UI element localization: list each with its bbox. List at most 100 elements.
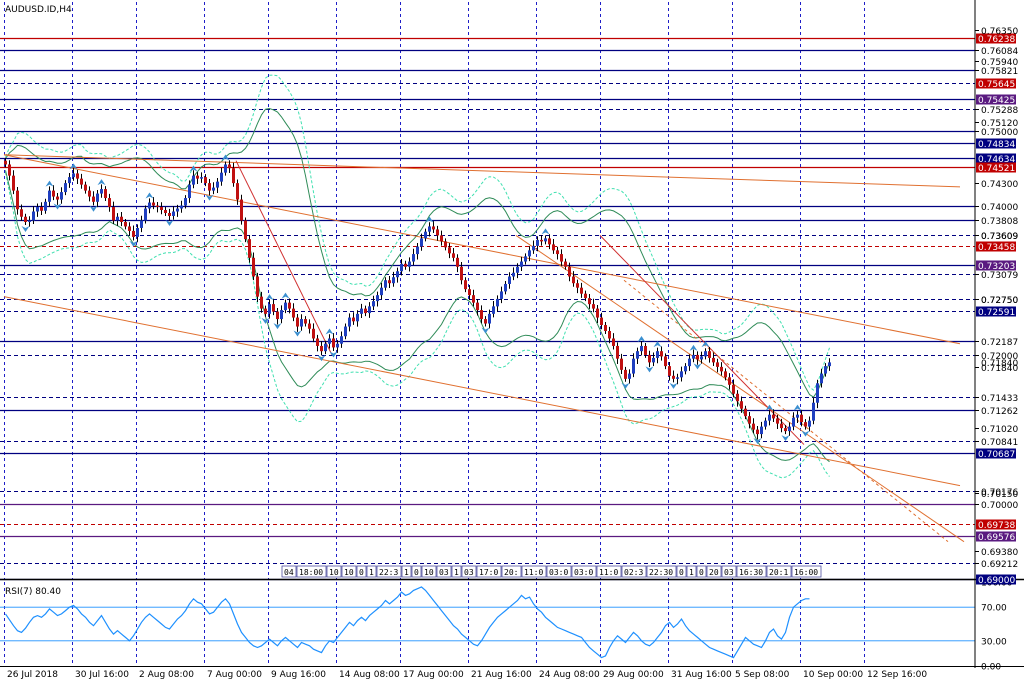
period-label-box (546, 565, 572, 578)
candle-body (200, 177, 203, 179)
period-label: 11:0 (599, 568, 618, 577)
candle-body (784, 428, 787, 432)
level-price-label: 0.76084 (981, 47, 1018, 57)
fractal-up (325, 328, 334, 335)
candle-body (276, 311, 279, 320)
candle-body (752, 423, 755, 430)
candle-body (320, 345, 323, 352)
candle-body (84, 184, 87, 191)
candle-body (308, 323, 311, 329)
candle-body (120, 216, 123, 222)
candle-body (556, 250, 559, 255)
candle-body (356, 313, 359, 322)
fractal-down (21, 225, 30, 232)
candle-body (580, 287, 583, 294)
candle-body (352, 317, 355, 322)
level-badge (976, 574, 1016, 585)
trendline (3, 154, 961, 345)
candle-body (748, 416, 751, 424)
candle-body (800, 414, 803, 423)
candle-body (456, 257, 459, 267)
rsi-line (5, 586, 810, 659)
axis-tick-label: 0.69380 (981, 548, 1018, 558)
level-price-label: 0.70176 (981, 488, 1018, 498)
period-label-box (646, 565, 677, 578)
candle-body (360, 308, 363, 314)
period-label: 02:3 (624, 568, 643, 577)
candle-body (740, 401, 743, 409)
candle-body (776, 418, 779, 424)
grid (4, 2, 865, 666)
candle-body (464, 280, 467, 290)
candle-body (772, 414, 775, 419)
fractal-down (693, 363, 702, 370)
candle-body (388, 280, 391, 284)
period-label-bar: 04 18:00 10 10 0 1 22:3 1 0 10 03 1 03 17:0 20: 11:0 03:… (281, 565, 822, 578)
fractal-down (801, 430, 810, 437)
candle-body (716, 362, 719, 367)
candle-body (424, 231, 427, 239)
level-price-label: 0.70687 (978, 450, 1015, 460)
candle-body (576, 283, 579, 288)
fractal-up (45, 180, 54, 187)
candle-body (48, 190, 51, 202)
candle-body (256, 276, 259, 297)
level-badge (976, 448, 1016, 459)
candle-body (432, 226, 435, 230)
candle-body (796, 414, 799, 418)
level-price-label: 0.75000 (981, 128, 1018, 138)
candle-body (808, 420, 811, 427)
candle-body (696, 354, 699, 360)
period-label: 20 (709, 568, 719, 577)
period-label: 1 (689, 568, 694, 577)
candle-body (396, 271, 399, 278)
candle-body (32, 211, 35, 221)
candle-body (744, 408, 747, 417)
candle-body (604, 325, 607, 332)
candle-body (248, 239, 251, 258)
candle-body (272, 304, 275, 312)
candle-body (140, 220, 143, 228)
date-label: 10 Sep 00:00 (803, 670, 863, 680)
period-label: 0 (679, 568, 684, 577)
level-price-label: 0.76238 (978, 35, 1015, 45)
candle-body (264, 308, 267, 314)
level-price-label: 0.71433 (981, 394, 1018, 404)
candle-body (92, 196, 95, 202)
period-label-box (791, 565, 822, 578)
candle-body (688, 358, 691, 367)
candle-body (552, 244, 555, 251)
period-label-box (376, 565, 402, 578)
period-label: 10 (344, 568, 354, 577)
period-label-box (476, 565, 502, 578)
period-label: 1 (404, 568, 409, 577)
period-label: 22:3 (379, 568, 398, 577)
level-price-label: 0.75425 (978, 96, 1015, 106)
candle-body (656, 351, 659, 358)
candle-body (224, 164, 227, 173)
candle-body (24, 216, 27, 222)
level-badge (976, 306, 1016, 317)
candle-body (304, 319, 307, 324)
chart-title: AUDUSD.ID,H4 (5, 5, 72, 15)
fractal-up (637, 335, 646, 342)
candle-body (756, 429, 759, 435)
fractal-up (425, 216, 434, 223)
date-label: 26 Jul 2018 (7, 670, 58, 680)
candle-body (468, 289, 471, 296)
candle-body (640, 345, 643, 352)
period-label: 18:00 (299, 568, 323, 577)
candle-body (620, 358, 623, 370)
candle-body (680, 371, 683, 378)
candle-body (628, 373, 631, 379)
candle-body (212, 187, 215, 191)
candle-body (208, 183, 211, 191)
candle-body (100, 189, 103, 194)
period-label: 20: (504, 568, 518, 577)
candle-body (300, 319, 303, 327)
period-label: 03 (724, 568, 734, 577)
period-label-box (356, 565, 367, 578)
axis-tick-label: 0.72750 (981, 296, 1018, 306)
date-label: 31 Aug 16:00 (671, 670, 732, 680)
